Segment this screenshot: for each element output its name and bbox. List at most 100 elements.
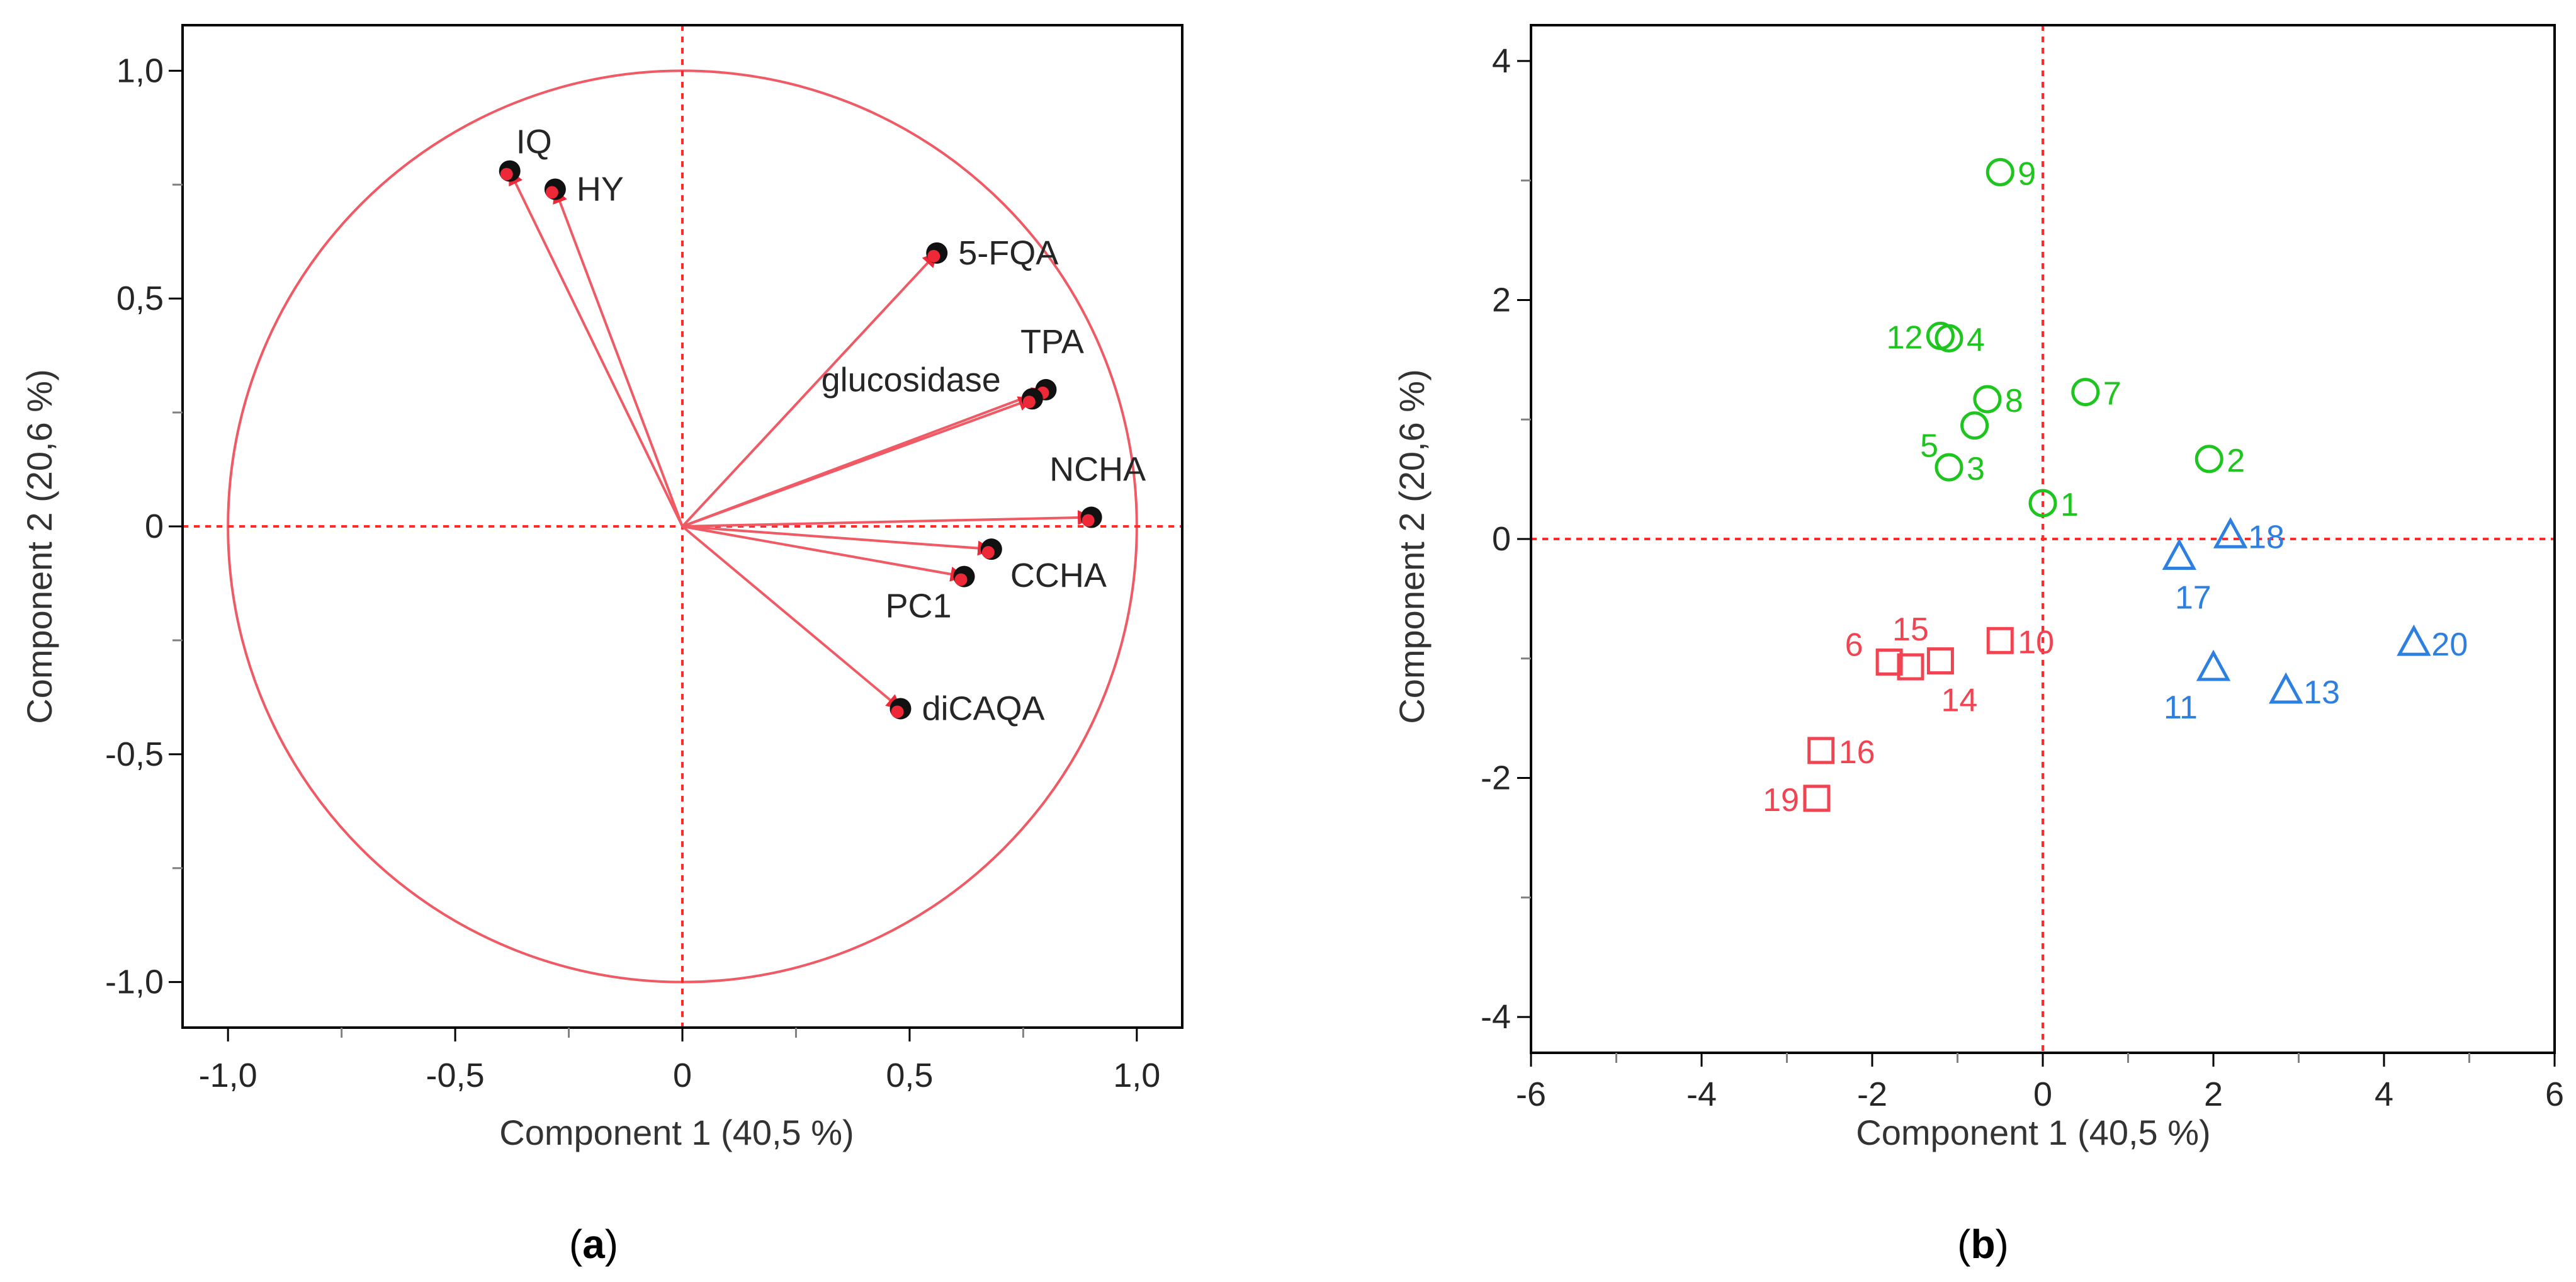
loading-arrow: [681, 252, 938, 528]
loading-arrow: [508, 169, 684, 527]
loading-point-highlight: [500, 167, 513, 181]
y-tick-label: 1,0: [116, 52, 164, 89]
loading-label: glucosidase: [822, 361, 1001, 399]
loading-vector-ccha: CCHA: [682, 525, 1107, 594]
loading-label: HY: [577, 171, 624, 208]
score-label: 16: [1839, 734, 1875, 771]
x-tick-label: -4: [1686, 1075, 1717, 1113]
triangle-marker: [2397, 624, 2431, 656]
score-label: 11: [2164, 689, 2198, 726]
x-tick-label: -1,0: [199, 1057, 257, 1094]
square-marker: [1926, 647, 1954, 675]
score-label: 10: [2018, 624, 2054, 661]
score-point-2: 2: [2195, 443, 2245, 479]
panel-b-caption-letter: b: [1970, 1222, 1995, 1267]
score-point-6: 6: [1845, 627, 1903, 676]
y-tick-label: -1,0: [105, 963, 164, 1001]
panel-a-loading-plot: IQ HY 5-FQA TPA glucosidase NCHA CCHA PC1 diCAQA…: [20, 24, 1183, 1267]
score-point-12: 12: [1887, 319, 1955, 356]
x-tick-label: -0,5: [426, 1057, 485, 1094]
loading-arrow: [682, 510, 1093, 528]
circle-marker: [2028, 489, 2057, 518]
loading-vector-iq: IQ: [499, 123, 684, 527]
score-label: 4: [1967, 322, 1985, 358]
loading-point-highlight: [927, 249, 941, 263]
loading-label: 5-FQA: [958, 234, 1058, 272]
loading-label: diCAQA: [922, 689, 1044, 727]
score-group-triangle: 11 13 17 18 20: [2162, 517, 2468, 726]
score-point-9: 9: [1986, 156, 2036, 192]
y-tick-label: -2: [1481, 759, 1511, 797]
x-tick-label: 2: [2204, 1075, 2223, 1113]
loading-arrow: [681, 525, 902, 710]
loading-vector-pc1: PC1: [682, 525, 975, 625]
loading-arrow: [682, 525, 966, 582]
score-label: 14: [1941, 683, 1977, 719]
square-marker: [1875, 648, 1903, 676]
y-tick-label: -0,5: [105, 735, 164, 773]
score-point-18: 18: [2213, 517, 2285, 555]
y-tick-label: 4: [1492, 42, 1511, 80]
y-tick-label: -4: [1481, 998, 1511, 1036]
y-tick-label: 2: [1492, 281, 1511, 319]
x-tick-label: -2: [1857, 1075, 1887, 1113]
score-label: 7: [2103, 376, 2121, 412]
score-point-14: 14: [1926, 647, 1977, 719]
loading-point-highlight: [1022, 395, 1036, 409]
panel-a-caption: (a): [569, 1222, 618, 1267]
score-label: 1: [2060, 487, 2079, 523]
score-point-15: 15: [1892, 611, 1929, 681]
score-label: 18: [2248, 519, 2285, 555]
x-tick-label: -6: [1516, 1075, 1546, 1113]
x-tick-label: 0: [2033, 1075, 2052, 1113]
x-tick-label: 0: [673, 1057, 692, 1094]
score-label: 3: [1967, 451, 1985, 487]
loading-plot-ticks: -1,0 -0,5 0 0,5 1,0 1,0 0,5 0 -0,5 -1,0: [105, 52, 1160, 1094]
score-point-1: 1: [2028, 487, 2079, 523]
x-tick-label: 1,0: [1113, 1057, 1160, 1094]
score-point-16: 16: [1807, 734, 1875, 771]
loading-point-highlight: [891, 705, 904, 718]
panel-b-caption: (b): [1957, 1222, 2009, 1267]
score-label: 5: [1920, 428, 1938, 465]
y-tick-label: 0: [1492, 520, 1511, 558]
score-label: 9: [2018, 156, 2036, 192]
x-tick-label: 6: [2545, 1075, 2564, 1113]
y-tick-label: 0,5: [116, 280, 164, 317]
loading-arrow: [682, 396, 1034, 528]
score-plot-ylabel: Component 2 (20,6 %): [1392, 369, 1432, 723]
score-point-20: 20: [2397, 624, 2468, 663]
score-point-5: 5: [1920, 411, 1989, 465]
score-label: 13: [2303, 674, 2340, 711]
score-point-19: 19: [1763, 782, 1831, 819]
triangle-marker: [2196, 649, 2231, 681]
loading-point-highlight: [954, 573, 968, 586]
loading-label: TPA: [1020, 323, 1084, 361]
score-point-8: 8: [1973, 383, 2023, 419]
loading-vector-hy: HY: [544, 171, 684, 527]
score-point-4: 4: [1935, 322, 1985, 358]
score-plot-xlabel: Component 1 (40,5 %): [1856, 1113, 2210, 1152]
score-label: 17: [2175, 579, 2212, 616]
loading-vector-tpa: TPA: [682, 323, 1084, 528]
score-point-7: 7: [2071, 376, 2121, 412]
loading-plot-area: IQ HY 5-FQA TPA glucosidase NCHA CCHA PC1 diCAQA: [181, 24, 1183, 1029]
loading-plot-xlabel: Component 1 (40,5 %): [499, 1113, 854, 1152]
loading-vector-dicaqa: diCAQA: [681, 525, 1045, 727]
score-label: 20: [2431, 627, 2468, 663]
x-tick-label: 4: [2375, 1075, 2393, 1113]
loading-label: NCHA: [1049, 451, 1146, 489]
triangle-marker: [2213, 517, 2248, 548]
score-group-square: 6 10 14 15 16 19: [1763, 611, 2054, 819]
x-tick-label: 0,5: [886, 1057, 933, 1094]
score-label: 12: [1887, 319, 1923, 356]
loading-vector-ncha: NCHA: [682, 451, 1146, 528]
score-label: 19: [1763, 782, 1799, 819]
circle-marker: [2071, 378, 2100, 407]
loading-point-highlight: [1082, 514, 1095, 527]
